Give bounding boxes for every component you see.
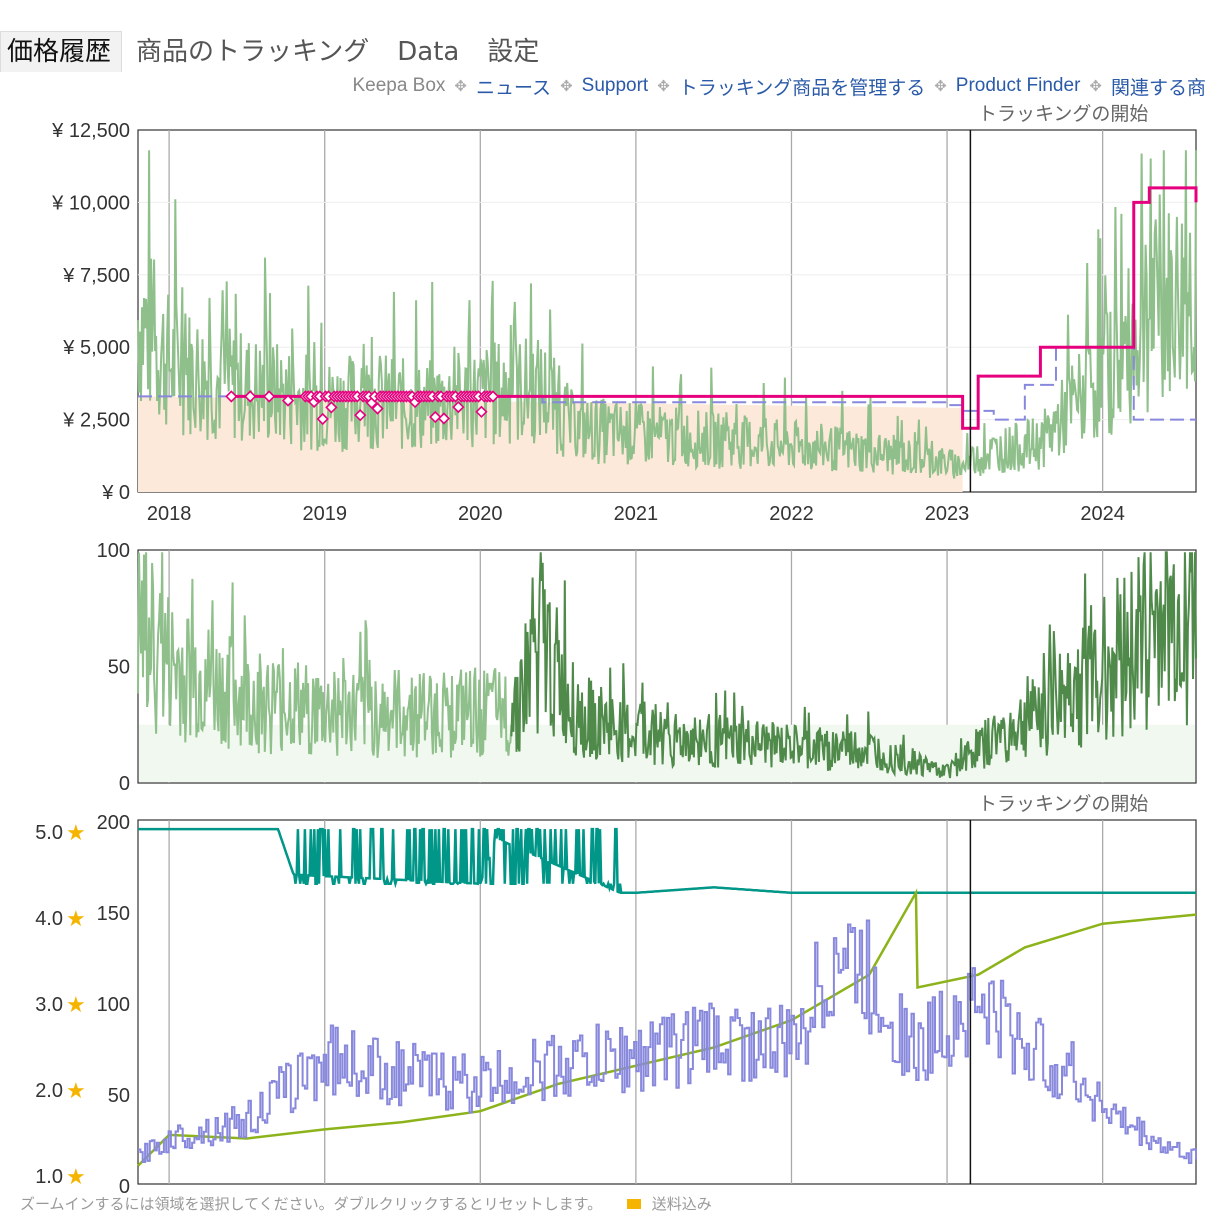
- new-price-marker: [225, 390, 238, 403]
- count-y-tick: 0: [119, 1176, 130, 1198]
- tab-settings[interactable]: 設定: [487, 37, 540, 67]
- star-icon: ★: [66, 1079, 86, 1104]
- rating-y-tick: 1.0: [35, 1166, 63, 1188]
- separator-icon: ✥: [934, 78, 947, 95]
- tab-product-tracking[interactable]: 商品のトラッキング: [136, 37, 370, 67]
- rank-fill: [139, 724, 1195, 782]
- price-y-tick: ¥ 5,000: [62, 337, 130, 359]
- link-support[interactable]: Support: [581, 75, 649, 96]
- link-keepa-box[interactable]: Keepa Box: [352, 75, 446, 96]
- sales-rank-line-late: [510, 551, 1197, 779]
- link-bar: Keepa Box ✥ ニュース ✥ Support ✥ トラッキング商品を管理…: [352, 72, 1206, 100]
- new-price-marker: [281, 394, 295, 407]
- count-y-tick: 100: [97, 994, 130, 1016]
- tracking-start-label: トラッキングの開始: [978, 793, 1148, 815]
- year-tick-label: 2024: [1080, 503, 1125, 525]
- new-price-marker: [325, 401, 338, 414]
- count-y-tick: 50: [108, 1085, 130, 1107]
- new-price-marker: [486, 390, 500, 403]
- star-icon: ★: [66, 821, 86, 846]
- star-icon: ★: [66, 907, 86, 932]
- offer-count-line: [137, 919, 1197, 1164]
- rating-y-tick: 5.0: [35, 822, 63, 844]
- link-news[interactable]: ニュース: [476, 77, 552, 99]
- link-product-finder[interactable]: Product Finder: [955, 75, 1081, 96]
- rank-y-tick: 50: [108, 657, 130, 679]
- year-tick-label: 2022: [769, 503, 814, 525]
- separator-icon: ✥: [454, 78, 467, 95]
- tracking-start-label: トラッキングの開始: [978, 103, 1148, 125]
- year-tick-label: 2018: [147, 503, 192, 525]
- star-icon: ★: [66, 1165, 86, 1190]
- rank-y-tick: 0: [119, 773, 130, 795]
- rating-y-tick: 4.0: [35, 908, 63, 930]
- new-price-marker: [437, 412, 451, 425]
- rating-chart-frame: [137, 819, 1197, 1185]
- new-price-marker: [429, 410, 442, 424]
- link-related[interactable]: 関連する商: [1110, 77, 1206, 99]
- year-tick-label: 2019: [302, 503, 347, 525]
- rank-y-tick: 100: [97, 540, 130, 562]
- price-y-tick: ¥ 12,500: [51, 120, 130, 142]
- star-icon: ★: [66, 993, 86, 1018]
- rating-y-tick: 2.0: [35, 1080, 63, 1102]
- tab-bar: 価格履歴 商品のトラッキング Data 設定: [0, 30, 553, 72]
- zoom-hint: ズームインするには領域を選択してください。ダブルクリックするとリセットします。: [20, 1195, 603, 1213]
- rating-line: [138, 827, 1196, 895]
- shipping-legend-icon: [626, 1199, 641, 1209]
- count-y-tick: 200: [97, 812, 130, 834]
- used-price-line: [137, 150, 1197, 479]
- link-manage-tracking[interactable]: トラッキング商品を管理する: [678, 77, 926, 99]
- price-y-tick: ¥ 0: [101, 482, 130, 504]
- new-price-marker: [475, 405, 488, 418]
- tab-data[interactable]: Data: [397, 37, 460, 67]
- footer: ズームインするには領域を選択してください。ダブルクリックするとリセットします。 …: [20, 1193, 712, 1214]
- year-tick-label: 2021: [614, 503, 659, 525]
- rating-y-tick: 3.0: [35, 994, 63, 1016]
- shipping-legend-label[interactable]: 送料込み: [651, 1195, 712, 1213]
- year-tick-label: 2020: [458, 503, 503, 525]
- new-price-marker: [452, 400, 465, 414]
- separator-icon: ✥: [560, 78, 573, 95]
- new-price-marker: [316, 412, 329, 426]
- price-y-tick: ¥ 10,000: [51, 192, 130, 214]
- year-tick-label: 2023: [925, 503, 970, 525]
- new-price-marker: [263, 390, 276, 403]
- tab-price-history[interactable]: 価格履歴: [0, 31, 123, 72]
- amazon-price-line: [138, 346, 1196, 421]
- count-y-tick: 150: [97, 903, 130, 925]
- new-price-marker: [354, 409, 367, 422]
- separator-icon: ✥: [1089, 78, 1102, 95]
- price-y-tick: ¥ 2,500: [62, 410, 130, 432]
- sales-rank-line-early: [137, 552, 513, 758]
- new-price-marker: [244, 390, 257, 403]
- new-price-marker: [371, 402, 384, 415]
- separator-icon: ✥: [657, 78, 670, 95]
- price-y-tick: ¥ 7,500: [62, 265, 130, 287]
